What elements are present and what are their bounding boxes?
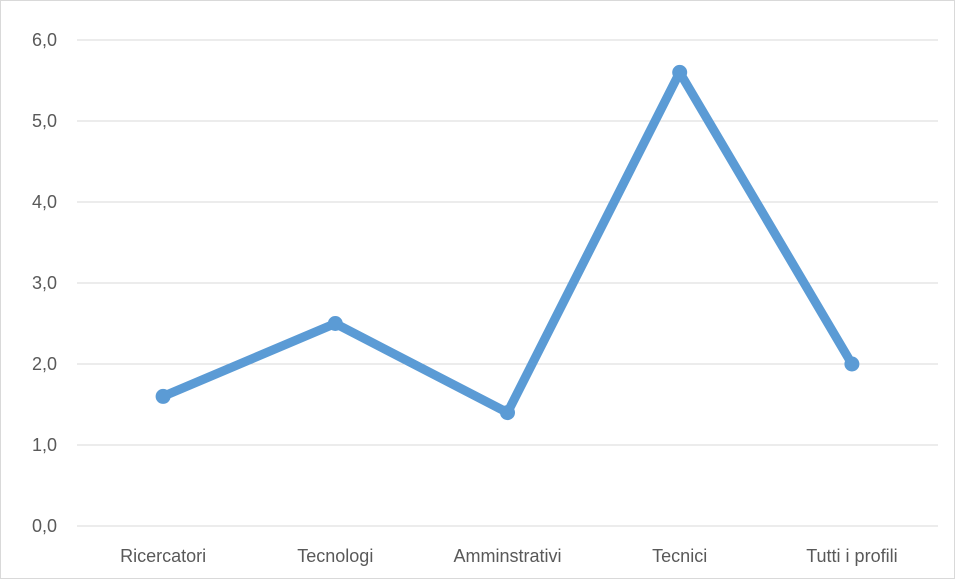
data-point bbox=[500, 405, 515, 421]
y-tick-label: 2,0 bbox=[32, 354, 57, 374]
series-line bbox=[158, 67, 857, 418]
data-point bbox=[155, 388, 171, 404]
x-tick-label: Tecnici bbox=[652, 546, 707, 566]
x-tick-label: Tutti i profili bbox=[806, 546, 897, 566]
y-tick-label: 0,0 bbox=[32, 516, 57, 536]
y-tick-label: 1,0 bbox=[32, 435, 57, 455]
y-axis-tick-labels: 0,0 1,0 2,0 3,0 4,0 5,0 6,0 bbox=[32, 30, 57, 536]
y-tick-label: 5,0 bbox=[32, 111, 57, 131]
y-tick-label: 6,0 bbox=[32, 30, 57, 50]
x-tick-label: Amminstrativi bbox=[453, 546, 561, 566]
x-tick-label: Ricercatori bbox=[120, 546, 206, 566]
series-layer bbox=[155, 64, 860, 421]
data-point bbox=[327, 316, 343, 331]
gridlines bbox=[77, 39, 938, 527]
y-tick-label: 3,0 bbox=[32, 273, 57, 293]
data-point bbox=[844, 356, 860, 372]
y-tick-label: 4,0 bbox=[32, 192, 57, 212]
x-tick-label: Tecnologi bbox=[297, 546, 373, 566]
x-axis-tick-labels: Ricercatori Tecnologi Amminstrativi Tecnici… bbox=[120, 546, 897, 566]
data-point bbox=[672, 64, 688, 80]
